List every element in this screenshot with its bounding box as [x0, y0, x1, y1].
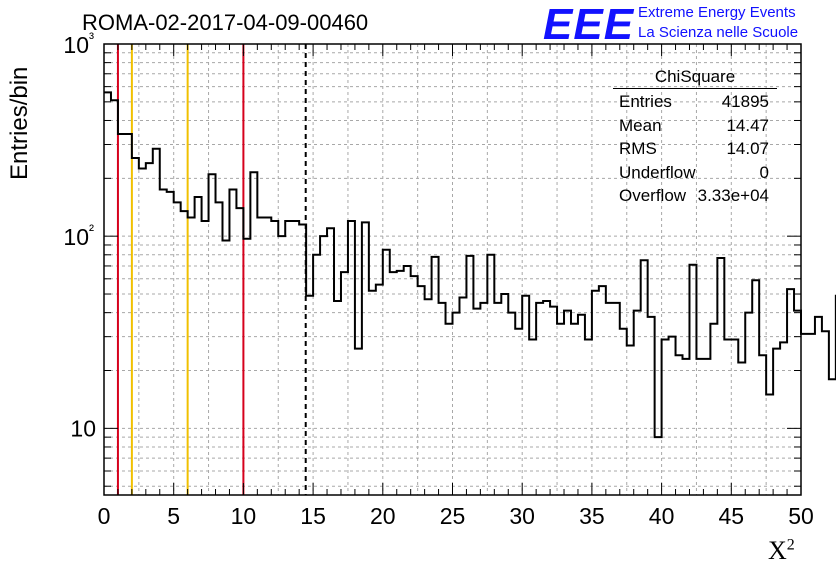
histogram-series	[104, 91, 836, 439]
stats-row-underflow: Underflow 0	[613, 161, 777, 185]
stats-label: RMS	[619, 139, 657, 158]
y-tick-label: 10	[70, 415, 96, 441]
stats-row-entries: Entries 41895	[613, 90, 777, 114]
x-tick-label: 10	[231, 503, 257, 529]
eee-logo: EEE	[543, 0, 635, 49]
stats-box: ChiSquare Entries 41895 Mean 14.47 RMS 1…	[613, 67, 777, 208]
stats-label: Underflow	[619, 162, 696, 182]
x-tick-label: 35	[579, 503, 605, 529]
stats-value: 41895	[721, 92, 769, 111]
logo-line-1: Extreme Energy Events	[638, 4, 796, 21]
x-tick-label: 15	[300, 503, 326, 529]
x-tick-label: 5	[167, 503, 180, 529]
x-tick-label: 25	[440, 503, 466, 529]
stats-value: 14.47	[726, 115, 769, 135]
stats-title: ChiSquare	[613, 67, 777, 89]
y-tick-label: 10²	[63, 222, 94, 250]
stats-label: Overflow	[619, 186, 687, 205]
y-axis-label: Entries/bin	[6, 66, 33, 180]
stats-row-overflow: Overflow 3.33e+04	[613, 184, 777, 208]
x-tick-label: 0	[98, 503, 111, 529]
chart-title: ROMA-02-2017-04-09-00460	[82, 10, 369, 35]
x-tick-label: 40	[649, 503, 675, 529]
stats-label: Mean	[619, 115, 662, 135]
x-tick-label: 45	[719, 503, 745, 529]
x-tick-label: 20	[370, 503, 396, 529]
y-tick-label: 10³	[63, 30, 94, 58]
x-tick-label: 30	[509, 503, 535, 529]
stats-value: 14.07	[726, 139, 769, 158]
x-tick-label: 50	[788, 503, 814, 529]
stats-row-rms: RMS 14.07	[613, 137, 777, 161]
x-axis-label: X2	[768, 536, 795, 565]
stats-value: 0	[759, 162, 769, 182]
stats-row-mean: Mean 14.47	[613, 114, 777, 138]
logo-line-2: La Scienza nelle Scuole	[638, 24, 799, 41]
stats-value: 3.33e+04	[697, 186, 769, 205]
stats-label: Entries	[619, 92, 672, 111]
